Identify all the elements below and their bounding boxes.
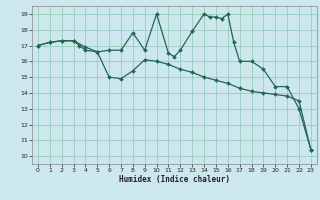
X-axis label: Humidex (Indice chaleur): Humidex (Indice chaleur) [119, 175, 230, 184]
